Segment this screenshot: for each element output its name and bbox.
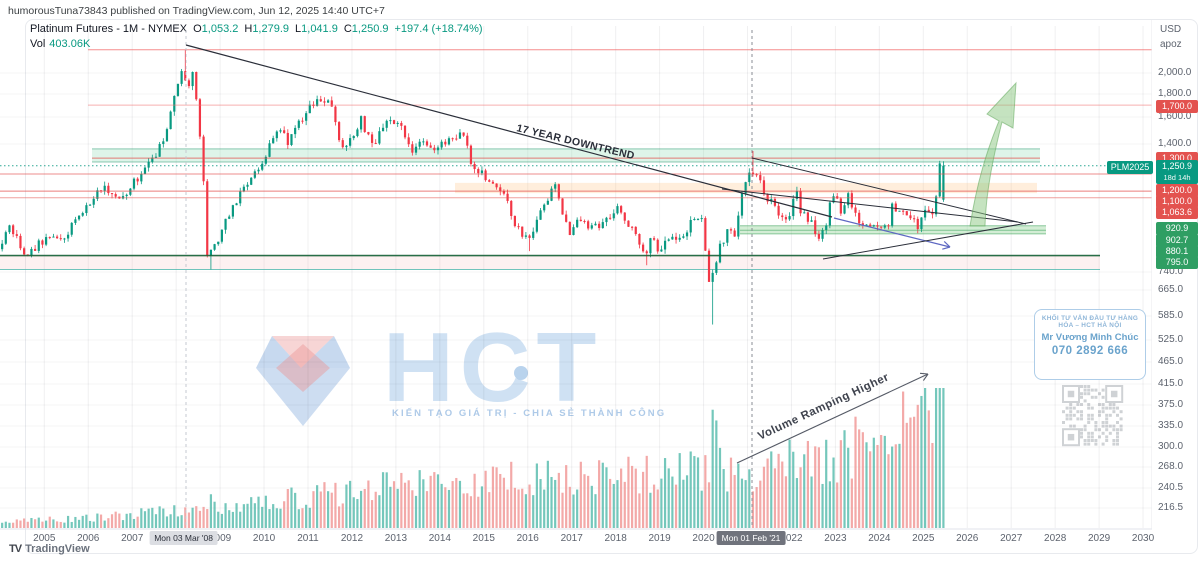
contact-phone: 070 2892 666 <box>1051 345 1129 357</box>
price-axis-label: 300.0 <box>1158 441 1184 452</box>
time-axis-label: 2027 <box>1000 533 1023 544</box>
time-axis-label: 2014 <box>428 533 451 544</box>
price-axis-label: 415.0 <box>1158 378 1184 389</box>
volume-label: Vol <box>30 38 46 50</box>
time-axis-label: 2019 <box>648 533 671 544</box>
time-axis-label: 2024 <box>868 533 891 544</box>
price-axis-label: 2,000.0 <box>1158 67 1192 78</box>
time-axis-label: 2005 <box>33 533 56 544</box>
time-axis-label: 2016 <box>516 533 539 544</box>
contact-card: KHỐI TƯ VẤN ĐẦU TƯ HÀNG HÓA – HCT HÀ NỘI… <box>1034 309 1146 380</box>
price-axis-label: 740.0 <box>1158 266 1184 277</box>
ohlc-value: 1,279.9 <box>252 23 290 35</box>
contact-line1: KHỐI TƯ VẤN ĐẦU TƯ HÀNG <box>1041 315 1139 322</box>
time-axis-label: 2009 <box>208 533 232 544</box>
ohlc-label: H <box>244 23 253 35</box>
price-axis-label: 585.0 <box>1158 310 1184 321</box>
contact-line2: HÓA – HCT HÀ NỘI <box>1058 322 1122 329</box>
tradingview-brand: TradingView <box>25 543 90 555</box>
volume-legend: Vol 403.06K <box>30 38 90 50</box>
price-level-badge: 1,100.0 <box>1156 194 1198 208</box>
time-axis-label: 2018 <box>604 533 627 544</box>
time-axis-label: 2006 <box>77 533 100 544</box>
price-axis-label: 216.5 <box>1158 502 1184 513</box>
qr-code <box>1062 385 1124 447</box>
time-axis-label: 2012 <box>340 533 364 544</box>
price-axis-label: 1,800.0 <box>1158 88 1192 99</box>
ohlc-label: C <box>343 23 352 35</box>
price-axis-label: 268.0 <box>1158 461 1184 472</box>
chart-legend[interactable]: Platinum Futures - 1M - NYMEX O1,053.2 H1,… <box>30 23 483 35</box>
price-axis-label: 665.0 <box>1158 284 1184 295</box>
ohlc-value: 1,041.9 <box>301 23 338 35</box>
price-axis-unit-measure: apoz <box>1160 39 1182 50</box>
time-axis-label: 2030 <box>1131 533 1155 544</box>
time-axis-label: 2029 <box>1087 533 1111 544</box>
symbol-title[interactable]: Platinum Futures - 1M - NYMEX <box>30 23 188 35</box>
price-level-badge: 795.0 <box>1156 255 1198 269</box>
price-axis-label: 375.0 <box>1158 399 1184 410</box>
price-axis-label: 240.5 <box>1158 482 1184 493</box>
time-axis-label: 2010 <box>252 533 276 544</box>
price-level-badge: 1,063.6 <box>1156 205 1198 219</box>
time-axis-badge: Mon 01 Feb '21 <box>716 531 786 545</box>
time-axis-label: 2007 <box>121 533 144 544</box>
contract-badge: PLM2025 <box>1107 160 1153 174</box>
hct-watermark-tagline: KIẾN TẠO GIÁ TRỊ - CHIA SẺ THÀNH CÔNG <box>392 408 667 419</box>
price-level-badge: 880.1 <box>1156 244 1198 258</box>
time-axis-label: 2026 <box>956 533 979 544</box>
hct-watermark-c-dot <box>514 366 528 380</box>
time-axis-label: 2011 <box>297 533 319 544</box>
price-level-badge: 1,700.0 <box>1156 99 1198 113</box>
price-axis-label: 335.0 <box>1158 420 1184 431</box>
contact-name: Mr Vương Minh Chúc <box>1041 332 1139 343</box>
time-axis-label: 2028 <box>1044 533 1067 544</box>
time-axis-label: 2022 <box>780 533 803 544</box>
tradingview-logo-icon: TV <box>9 543 22 555</box>
price-level-badge: 1,250.9 18d 14h <box>1156 160 1198 184</box>
time-axis-label: 2017 <box>560 533 583 544</box>
price-level-badge: 920.9 <box>1156 221 1198 235</box>
time-axis-badge: Mon 03 Mar '08 <box>149 531 219 545</box>
ohlc-label: L <box>295 23 302 35</box>
price-axis-unit-currency: USD <box>1160 24 1182 35</box>
price-axis-label: 1,400.0 <box>1158 138 1192 149</box>
svg-text:Volume Ramping Higher: Volume Ramping Higher <box>756 371 891 442</box>
ohlc-label: O <box>193 23 202 35</box>
time-axis-label: 2023 <box>824 533 847 544</box>
hct-diamond-logo <box>256 336 350 426</box>
time-axis-label: 2013 <box>384 533 408 544</box>
time-axis-label: 2020 <box>692 533 715 544</box>
ohlc-value: 1,053.2 <box>201 23 239 35</box>
ohlc-values: O1,053.2 H1,279.9 L1,041.9 C1,250.9 <box>187 23 388 35</box>
price-axis-label: 465.0 <box>1158 356 1184 367</box>
hct-watermark-text: HCT <box>383 312 603 422</box>
volume-value: 403.06K <box>49 38 91 50</box>
tradingview-footer[interactable]: TV TradingView <box>9 543 90 555</box>
price-axis-label: 1,600.0 <box>1158 111 1192 122</box>
time-axis-label: 2025 <box>912 533 935 544</box>
ohlc-value: 1,250.9 <box>351 23 389 35</box>
published-info: humorousTuna73843 published on TradingVi… <box>8 5 385 17</box>
change-value: +197.4 (+18.74%) <box>394 23 483 35</box>
price-axis-label: 525.0 <box>1158 334 1184 345</box>
time-axis-label: 2015 <box>472 533 495 544</box>
price-level-badge: 902.7 <box>1156 233 1198 247</box>
price-level-badge: 1,200.0 <box>1156 183 1198 197</box>
